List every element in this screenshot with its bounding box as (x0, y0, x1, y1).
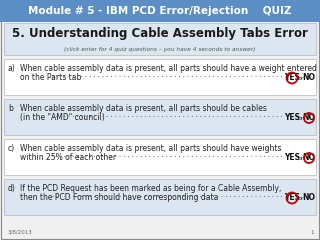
Text: If the PCD Request has been marked as being for a Cable Assembly,: If the PCD Request has been marked as be… (20, 184, 281, 193)
Text: then the PCD Form should have corresponding data: then the PCD Form should have correspond… (20, 193, 218, 202)
Text: NO: NO (302, 193, 316, 203)
Text: c): c) (8, 144, 15, 153)
FancyBboxPatch shape (4, 23, 316, 55)
Text: or: or (298, 115, 304, 120)
FancyBboxPatch shape (4, 59, 316, 95)
Text: YES: YES (284, 114, 300, 122)
FancyBboxPatch shape (4, 139, 316, 175)
Text: (click enter for 4 quiz questions – you have 4 seconds to answer): (click enter for 4 quiz questions – you … (64, 48, 256, 53)
Text: 3/8/2013: 3/8/2013 (8, 230, 33, 235)
FancyBboxPatch shape (0, 0, 320, 22)
Text: NO: NO (302, 154, 316, 162)
Text: (in the "AMD" council): (in the "AMD" council) (20, 113, 105, 122)
Text: 5. Understanding Cable Assembly Tabs Error: 5. Understanding Cable Assembly Tabs Err… (12, 28, 308, 41)
Text: .......................................................: ........................................… (50, 192, 284, 198)
Text: Module # 5 - IBM PCD Error/Rejection    QUIZ: Module # 5 - IBM PCD Error/Rejection QUI… (28, 6, 292, 16)
Text: NO: NO (302, 73, 316, 83)
Text: or: or (298, 156, 304, 161)
Text: .......................................................: ........................................… (50, 152, 284, 158)
Text: YES: YES (284, 73, 300, 83)
FancyBboxPatch shape (4, 179, 316, 215)
Text: When cable assembly data is present, all parts should have a weight entered: When cable assembly data is present, all… (20, 64, 317, 73)
Text: b: b (8, 104, 13, 113)
Text: .......................................................: ........................................… (50, 112, 284, 118)
Text: YES: YES (284, 193, 300, 203)
Text: on the Parts tab: on the Parts tab (20, 73, 81, 82)
FancyBboxPatch shape (4, 99, 316, 135)
Text: YES: YES (284, 154, 300, 162)
Text: .......................................................: ........................................… (50, 72, 284, 78)
Text: or: or (298, 76, 304, 80)
Text: or: or (298, 196, 304, 200)
Text: When cable assembly data is present, all parts should have weights: When cable assembly data is present, all… (20, 144, 282, 153)
Text: NO: NO (302, 114, 316, 122)
Text: a): a) (8, 64, 16, 73)
Text: 1: 1 (310, 230, 314, 235)
Text: within 25% of each other: within 25% of each other (20, 153, 116, 162)
Text: When cable assembly data is present, all parts should be cables: When cable assembly data is present, all… (20, 104, 267, 113)
Text: d): d) (8, 184, 16, 193)
